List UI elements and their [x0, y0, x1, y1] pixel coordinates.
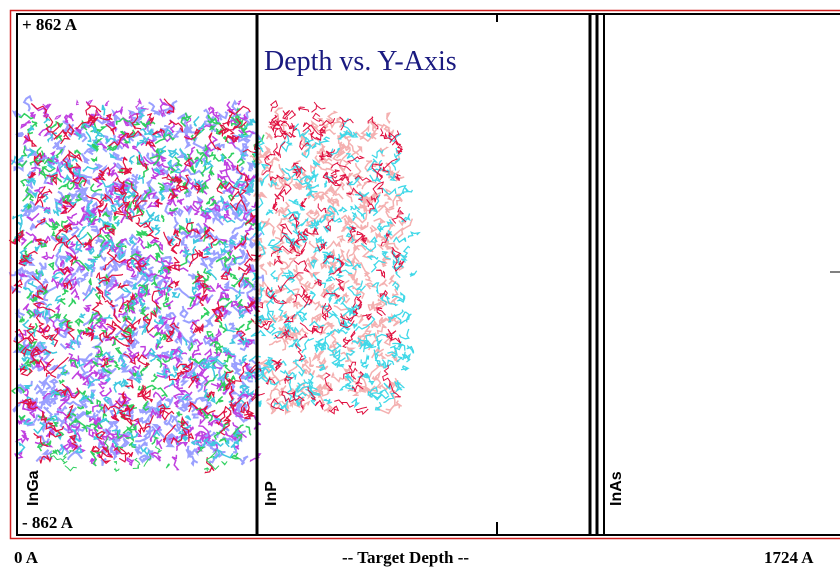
track	[42, 97, 242, 126]
y-top-label: + 862 A	[22, 15, 78, 34]
x-axis-label: -- Target Depth --	[342, 548, 469, 567]
y-bottom-label: - 862 A	[22, 513, 74, 532]
layer-label: InGa	[25, 470, 42, 506]
outer-frame	[9, 9, 840, 540]
x-start-label: 0 A	[14, 548, 39, 567]
plot-frame	[16, 13, 840, 536]
track	[267, 99, 336, 158]
layer-label: InAs	[608, 471, 625, 506]
track	[8, 98, 266, 474]
track	[49, 436, 228, 473]
plot-title: Depth vs. Y-Axis	[264, 46, 457, 77]
ion-tracks	[8, 94, 421, 474]
track	[242, 114, 407, 416]
layer-label: InP	[263, 481, 280, 506]
x-end-label: 1724 A	[764, 548, 814, 567]
